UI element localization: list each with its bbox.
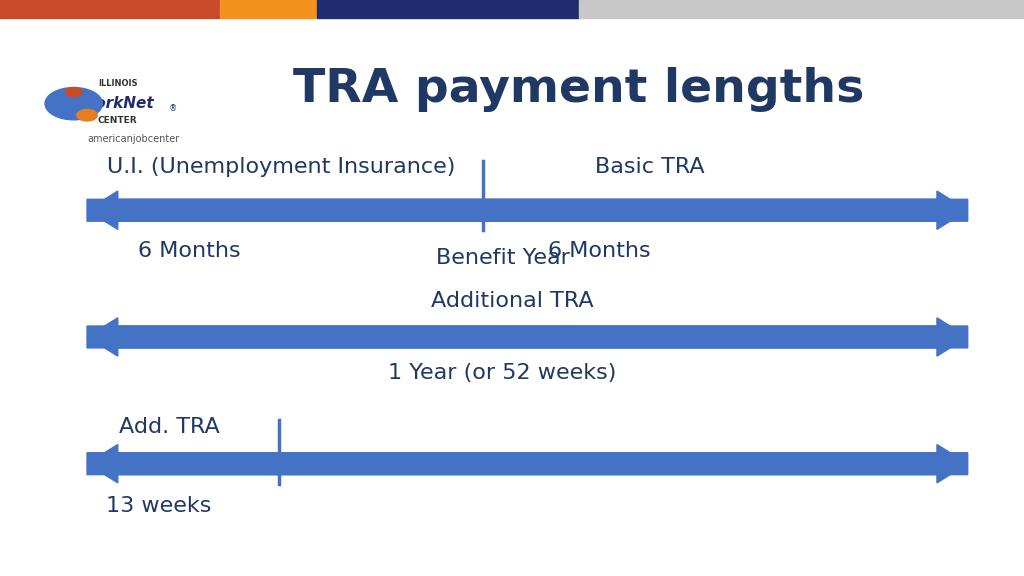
Text: Additional TRA: Additional TRA [431,291,593,310]
Text: Benefit Year: Benefit Year [436,248,570,268]
Text: CENTER: CENTER [98,116,137,126]
Text: workNet: workNet [82,96,154,111]
FancyArrow shape [87,318,968,356]
Text: 6 Months: 6 Months [548,241,650,260]
Circle shape [45,88,102,120]
Text: 6 Months: 6 Months [138,241,241,260]
Text: ®: ® [169,104,177,113]
Text: ILLINOIS: ILLINOIS [98,79,137,88]
Text: americanjobcenter: americanjobcenter [87,134,179,145]
Text: TRA payment lengths: TRA payment lengths [293,67,864,112]
Text: U.I. (Unemployment Insurance): U.I. (Unemployment Insurance) [108,157,456,177]
FancyBboxPatch shape [20,35,225,161]
Circle shape [77,109,97,121]
Text: Basic TRA: Basic TRA [595,157,706,177]
FancyArrow shape [87,445,968,483]
Text: 1 Year (or 52 weeks): 1 Year (or 52 weeks) [387,363,616,383]
Circle shape [66,88,82,97]
FancyArrow shape [87,318,968,356]
Text: 13 weeks: 13 weeks [106,496,211,516]
FancyArrow shape [87,191,968,229]
Text: Add. TRA: Add. TRA [119,418,219,437]
FancyArrow shape [87,445,968,483]
FancyArrow shape [87,191,968,229]
